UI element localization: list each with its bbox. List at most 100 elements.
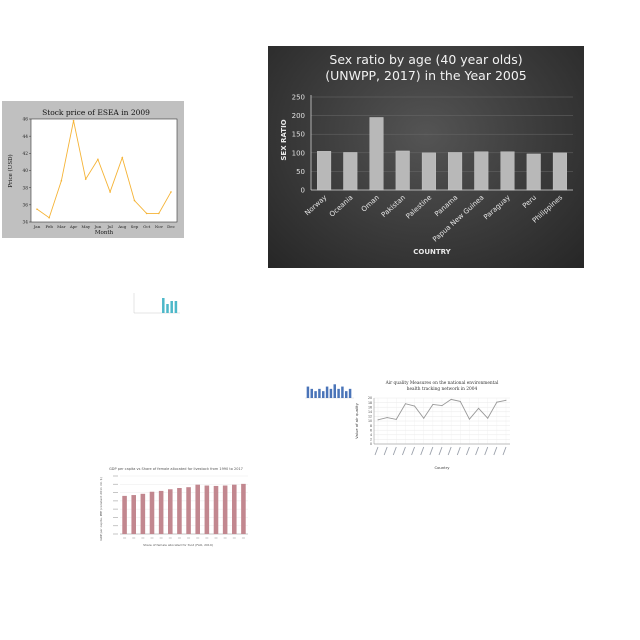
stock-data-point bbox=[97, 158, 99, 161]
sex-ratio-x-tick-label: Oman bbox=[360, 194, 381, 214]
air-quality-y-tick-label: 16 bbox=[368, 405, 372, 409]
air-quality-data-point bbox=[441, 405, 443, 407]
stock-x-tick-label: Jan bbox=[33, 224, 41, 229]
tiny-teal-bar-chart bbox=[128, 287, 184, 319]
gdp-bar bbox=[177, 488, 182, 534]
tiny-blue-bar-chart bbox=[302, 374, 358, 404]
stock-y-tick-label: 40 bbox=[23, 169, 29, 174]
air-quality-title-line1: Air quality Measures on the national env… bbox=[385, 381, 499, 386]
stock-data-point bbox=[145, 212, 148, 215]
stock-x-tick-label: Mar bbox=[57, 224, 65, 229]
sex-ratio-bar bbox=[421, 152, 436, 191]
tiny-blue-bar bbox=[348, 388, 352, 398]
sex-ratio-x-tick-label: Palestine bbox=[404, 194, 433, 221]
gdp-bar bbox=[222, 485, 228, 534]
sex-ratio-x-tick-label: Norway bbox=[303, 194, 328, 218]
sex-ratio-x-tick-label: Paraguay bbox=[482, 194, 512, 222]
stock-data-point bbox=[121, 156, 124, 159]
gdp-bar bbox=[122, 495, 127, 534]
sex-ratio-y-axis-label: SEX RATIO bbox=[280, 119, 288, 160]
tiny-teal-bar bbox=[170, 301, 173, 313]
gdp-y-axis-label: GDP per capita, PPP (constant 2011 int. … bbox=[99, 477, 103, 541]
stock-x-axis-label: Month bbox=[95, 230, 114, 236]
tiny-blue-bar bbox=[341, 386, 344, 398]
tiny-teal-bar bbox=[162, 298, 165, 313]
stock-data-point bbox=[60, 180, 63, 182]
sex-ratio-x-tick-label: Oceania bbox=[328, 194, 355, 219]
air-quality-y-tick-label: 4 bbox=[370, 433, 372, 437]
stock-data-point bbox=[72, 119, 75, 122]
gdp-chart-title: GDP per capita vs Share of female alloca… bbox=[109, 467, 243, 471]
air-quality-data-point bbox=[505, 399, 507, 401]
stock-x-tick-label: Dec bbox=[167, 224, 176, 229]
stock-y-tick-label: 44 bbox=[23, 135, 29, 140]
gdp-bar bbox=[149, 491, 155, 534]
air-quality-y-tick-label: 18 bbox=[368, 401, 372, 405]
gdp-x-axis-label: Share of female allocated for food (FAO,… bbox=[143, 543, 213, 547]
air-quality-x-tick-label bbox=[484, 446, 489, 456]
sex-ratio-title-line1: Sex ratio by age (40 year olds) bbox=[329, 52, 522, 67]
air-quality-title-line2: health tracking network in 2004 bbox=[407, 387, 478, 392]
sex-ratio-bar bbox=[500, 151, 515, 191]
air-quality-x-tick-label bbox=[420, 446, 425, 456]
gdp-bar bbox=[168, 489, 173, 534]
gdp-bar bbox=[195, 484, 200, 534]
air-quality-y-axis-label: Value of air quality bbox=[354, 402, 359, 438]
air-quality-y-tick-label: 20 bbox=[368, 396, 372, 400]
gdp-bar bbox=[131, 495, 136, 534]
sex-ratio-x-axis-label: COUNTRY bbox=[413, 248, 451, 256]
stock-x-tick-label: Aug bbox=[117, 224, 126, 229]
stock-data-point bbox=[109, 191, 111, 193]
air-quality-data-point bbox=[414, 405, 416, 407]
air-quality-x-tick-label bbox=[411, 446, 415, 456]
air-quality-data-point bbox=[404, 403, 406, 405]
stock-y-tick-label: 46 bbox=[23, 118, 29, 123]
gdp-bar bbox=[140, 493, 146, 534]
sex-ratio-bar bbox=[395, 150, 410, 191]
air-quality-data-point bbox=[487, 417, 489, 419]
air-quality-data-point bbox=[432, 403, 434, 405]
tiny-blue-bar bbox=[345, 391, 348, 398]
stock-x-tick-label: Nov bbox=[155, 224, 164, 229]
gdp-bar bbox=[204, 485, 210, 534]
stock-y-tick-label: 38 bbox=[23, 186, 29, 191]
air-quality-y-tick-label: 6 bbox=[370, 428, 372, 432]
sex-ratio-y-tick-label: 0 bbox=[301, 187, 305, 195]
air-quality-data-point bbox=[423, 417, 425, 419]
gdp-bar bbox=[186, 487, 191, 534]
stock-x-tick-label: Jul bbox=[106, 224, 113, 229]
tiny-teal-svg bbox=[133, 293, 180, 314]
stock-data-point bbox=[48, 216, 50, 219]
air-quality-chart: Air quality Measures on the national env… bbox=[352, 376, 518, 472]
stock-x-tick-label: Feb bbox=[45, 224, 53, 229]
sex-ratio-x-tick-label: Peru bbox=[521, 194, 538, 210]
air-quality-data-point bbox=[386, 417, 388, 419]
sex-ratio-chart: Sex ratio by age (40 year olds) (UNWPP, … bbox=[268, 46, 584, 268]
tiny-blue-bar bbox=[318, 388, 321, 398]
stock-price-chart: Stock price of ESEA in 2009 Month Price … bbox=[2, 101, 184, 238]
gdp-bar bbox=[241, 483, 246, 534]
stock-chart-title: Stock price of ESEA in 2009 bbox=[42, 108, 150, 117]
air-quality-x-tick-label bbox=[475, 446, 479, 456]
stock-y-tick-label: 36 bbox=[23, 203, 29, 208]
stock-data-point bbox=[170, 191, 172, 193]
tiny-blue-bar bbox=[337, 388, 340, 398]
air-quality-x-tick-label bbox=[392, 446, 397, 456]
air-quality-y-tick-label: 10 bbox=[368, 419, 372, 423]
tiny-blue-bar bbox=[322, 391, 325, 398]
stock-plot-area bbox=[30, 118, 178, 223]
air-quality-y-tick-label: 14 bbox=[368, 410, 372, 414]
stock-y-axis-label: Price (USD) bbox=[7, 154, 14, 187]
air-quality-data-point bbox=[459, 400, 461, 402]
air-quality-x-tick-label bbox=[493, 446, 498, 456]
air-quality-x-tick-label bbox=[374, 446, 379, 456]
tiny-blue-bar bbox=[314, 391, 317, 398]
air-quality-x-axis-label: Country bbox=[434, 465, 450, 470]
sex-ratio-x-tick-label: Pakistan bbox=[380, 194, 407, 220]
stock-x-tick-label: Jun bbox=[94, 224, 102, 229]
tiny-blue-bar bbox=[306, 386, 310, 398]
stock-price-line bbox=[36, 120, 172, 219]
tiny-blue-bar bbox=[325, 386, 329, 398]
stock-x-tick-label: May bbox=[81, 224, 90, 229]
gdp-bar bbox=[232, 484, 237, 534]
